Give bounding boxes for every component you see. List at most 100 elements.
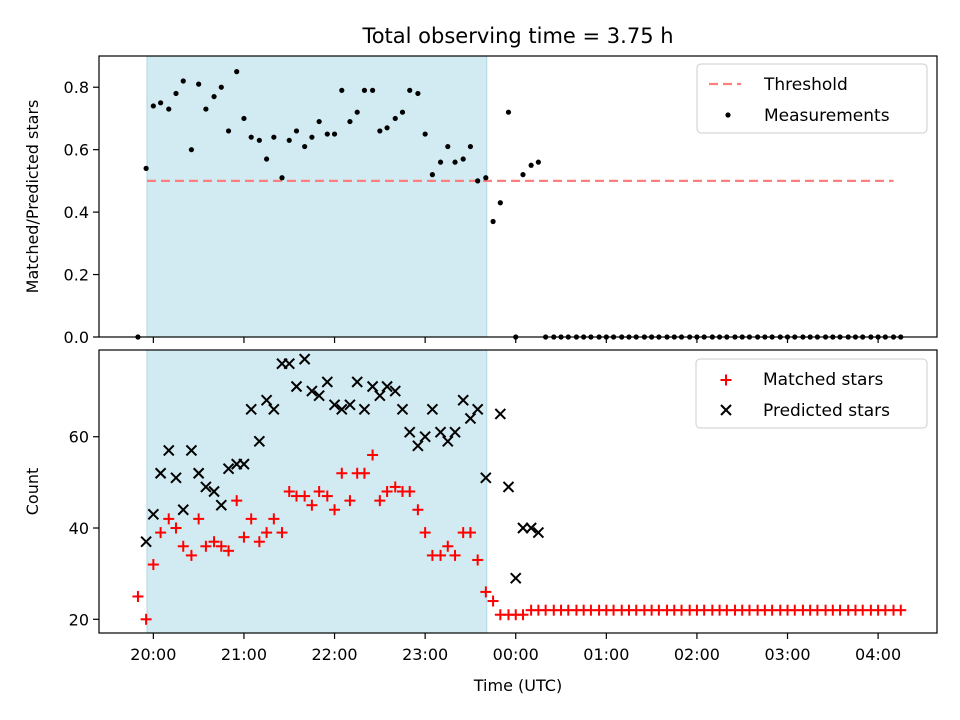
- legend-measurements-label: Measurements: [764, 106, 890, 126]
- predicted-star-point: [396, 403, 409, 416]
- y-tick-label: 0.0: [64, 328, 89, 347]
- x-tick-label: 03:00: [764, 645, 810, 664]
- measurement-point: [347, 118, 353, 125]
- bottom-panel-marks: [132, 353, 907, 625]
- matched-star-point: [442, 540, 454, 552]
- matched-star-point: [231, 495, 243, 507]
- measurement-point: [324, 131, 330, 137]
- matched-star-point: [487, 595, 499, 607]
- measurement-point: [422, 131, 428, 137]
- predicted-star-point: [374, 389, 386, 402]
- measurement-point: [528, 162, 534, 168]
- measurement-point: [264, 156, 270, 162]
- x-tick-label: 04:00: [855, 645, 901, 664]
- bottom-y-axis-label: Count: [23, 468, 42, 516]
- measurement-point: [158, 100, 164, 106]
- measurement-point: [218, 84, 224, 90]
- x-tick-label: 22:00: [311, 645, 357, 664]
- y-tick-label: 40: [69, 519, 89, 538]
- measurement-point: [505, 109, 512, 115]
- predicted-star-point: [457, 394, 469, 406]
- measurement-point: [407, 87, 413, 93]
- y-tick-label: 20: [69, 610, 89, 629]
- predicted-star-point: [306, 385, 318, 397]
- measurement-point: [445, 143, 451, 150]
- matched-star-point: [306, 499, 318, 511]
- matched-star-point: [358, 467, 370, 479]
- measurement-point: [497, 200, 503, 206]
- legend-measurements-swatch: [725, 112, 731, 118]
- measurement-point: [256, 137, 262, 143]
- matched-star-point: [480, 586, 492, 598]
- x-tick-label: 21:00: [221, 645, 267, 664]
- matched-star-point: [223, 545, 235, 557]
- matched-star-point: [517, 609, 529, 621]
- measurement-point: [369, 87, 376, 93]
- matched-star-point: [193, 513, 205, 525]
- predicted-star-point: [517, 522, 529, 534]
- predicted-star-point: [290, 380, 303, 393]
- y-tick-label: 0.2: [64, 266, 89, 285]
- predicted-star-point: [154, 467, 167, 479]
- measurement-point: [483, 175, 489, 181]
- predicted-star-point: [434, 426, 447, 438]
- matched-star-point: [170, 522, 182, 534]
- predicted-star-point: [336, 403, 348, 416]
- measurement-point: [535, 159, 541, 165]
- predicted-star-point: [185, 444, 198, 457]
- legend-box: [696, 63, 928, 134]
- predicted-star-point: [389, 385, 401, 397]
- matched-star-point: [163, 513, 175, 525]
- matched-star-point: [147, 559, 159, 571]
- predicted-star-point: [328, 399, 341, 411]
- matched-star-point: [435, 549, 447, 561]
- matched-star-point: [329, 504, 341, 516]
- measurement-point: [180, 78, 186, 84]
- measurement-point: [361, 87, 368, 93]
- predicted-star-point: [215, 499, 228, 511]
- matched-star-point: [261, 527, 273, 539]
- measurement-point: [225, 128, 232, 134]
- measurement-point: [241, 115, 247, 122]
- matched-star-point: [208, 536, 220, 548]
- matched-star-point: [215, 540, 227, 552]
- measurement-point: [196, 81, 202, 87]
- predicted-star-point: [163, 444, 175, 457]
- matched-star-point: [299, 490, 311, 502]
- predicted-star-point: [253, 435, 266, 447]
- predicted-star-point: [381, 380, 393, 393]
- predicted-star-point: [260, 394, 273, 406]
- legend-matched-swatch: [720, 374, 732, 386]
- measurement-point: [166, 106, 172, 112]
- y-tick-label: 0.6: [64, 141, 89, 160]
- predicted-star-point: [147, 508, 160, 521]
- predicted-star-point: [502, 481, 515, 493]
- top-legend: Threshold Measurements: [696, 63, 928, 134]
- matched-star-point: [381, 486, 393, 497]
- measurement-point: [188, 147, 195, 153]
- top-panel-frame: [98, 55, 938, 338]
- matched-star-point: [200, 540, 212, 552]
- measurement-point: [173, 90, 179, 97]
- predicted-star-point: [177, 504, 189, 516]
- predicted-star-point: [298, 353, 311, 365]
- chart-title: Total observing time = 3.75 h: [361, 24, 673, 48]
- predicted-star-point: [238, 458, 250, 470]
- matched-star-point: [245, 513, 257, 525]
- matched-star-point: [344, 495, 356, 507]
- measurement-point: [286, 137, 292, 143]
- top-x-ticks: [152, 337, 879, 343]
- measurement-point: [234, 69, 240, 75]
- matched-star-point: [276, 527, 288, 539]
- matched-star-point: [321, 490, 333, 502]
- measurement-point: [475, 178, 481, 184]
- matched-star-point: [404, 486, 416, 497]
- measurement-point: [354, 109, 360, 115]
- predicted-star-point: [222, 462, 235, 475]
- x-tick-label: 00:00: [493, 645, 539, 664]
- measurement-point: [399, 109, 406, 115]
- predicted-star-point: [494, 408, 507, 420]
- predicted-star-point: [351, 376, 363, 388]
- measurement-point: [467, 143, 474, 150]
